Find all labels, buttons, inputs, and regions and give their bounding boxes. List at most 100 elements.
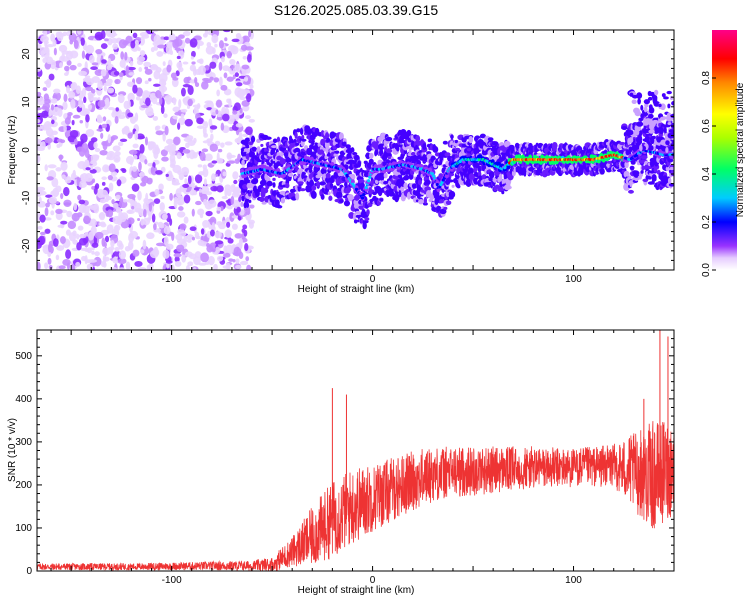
spectral-speckle xyxy=(139,50,146,57)
spectral-speckle xyxy=(127,99,131,109)
spectral-halo xyxy=(339,199,344,203)
spectral-halo xyxy=(667,132,674,139)
spectral-speckle xyxy=(154,144,160,154)
spectral-speckle xyxy=(185,264,191,270)
y-tick-label: 400 xyxy=(15,394,32,405)
spectral-speckle xyxy=(97,80,103,91)
spectral-halo xyxy=(348,211,355,219)
spectral-speckle xyxy=(165,44,173,55)
spectral-speckle xyxy=(171,182,181,186)
spectral-speckle xyxy=(138,67,143,72)
spectral-halo xyxy=(318,149,325,155)
spectral-speckle xyxy=(140,249,145,254)
spectral-speckle xyxy=(154,188,160,196)
x-tick-label: 0 xyxy=(370,274,376,285)
spectral-speckle xyxy=(192,267,197,270)
spectral-speckle xyxy=(155,170,163,175)
spectral-speckle xyxy=(80,255,87,262)
spectral-speckle xyxy=(222,220,227,224)
spectral-speckle xyxy=(104,235,110,243)
spectral-halo xyxy=(619,141,626,146)
spectral-halo xyxy=(454,139,459,144)
spectral-speckle xyxy=(66,60,72,66)
spectral-speckle xyxy=(104,97,110,106)
spectral-speckle xyxy=(144,159,148,165)
spectral-speckle xyxy=(50,210,55,216)
spectral-speckle xyxy=(182,31,191,37)
spectral-speckle xyxy=(37,67,42,72)
spectral-speckle xyxy=(196,117,204,125)
spectral-speckle xyxy=(46,44,55,48)
spectral-speckle xyxy=(84,159,90,167)
spectral-halo xyxy=(241,159,245,166)
spectral-halo xyxy=(450,134,454,140)
spectral-speckle xyxy=(189,226,197,232)
spectral-speckle xyxy=(159,223,165,229)
spectral-speckle xyxy=(240,44,248,51)
spectral-speckle xyxy=(238,196,242,203)
spectral-speckle xyxy=(94,147,101,153)
spectral-ridge-edge xyxy=(276,167,281,173)
spectral-speckle xyxy=(63,199,72,207)
spectral-halo xyxy=(503,140,511,148)
colorbar-gradient xyxy=(712,30,737,270)
spectral-ridge-edge xyxy=(309,156,314,162)
spectral-halo xyxy=(297,181,304,185)
spectral-speckle xyxy=(241,228,246,234)
spectral-speckle xyxy=(216,89,221,97)
spectral-halo xyxy=(342,141,347,147)
spectral-speckle xyxy=(163,236,169,246)
spectral-speckle xyxy=(158,96,163,105)
spectral-speckle xyxy=(131,183,140,192)
spectral-halo xyxy=(647,145,654,151)
spectral-speckle xyxy=(118,267,125,270)
spectral-speckle xyxy=(177,170,182,176)
spectral-speckle xyxy=(213,186,218,192)
spectral-halo xyxy=(368,158,374,164)
spectral-speckle xyxy=(183,194,191,204)
spectral-speckle xyxy=(202,219,210,228)
spectral-speckle xyxy=(98,211,106,221)
spectral-speckle xyxy=(186,239,192,243)
spectral-speckle xyxy=(245,256,250,262)
spectral-speckle xyxy=(66,85,71,94)
spectral-speckle xyxy=(91,185,95,190)
spectral-speckle xyxy=(103,241,107,248)
spectral-speckle xyxy=(182,83,191,88)
y-tick-label: -10 xyxy=(21,190,32,205)
spectral-speckle xyxy=(231,38,240,43)
spectral-halo xyxy=(624,161,629,169)
spectral-halo xyxy=(631,144,638,152)
spectral-speckle xyxy=(118,72,124,78)
spectral-speckle xyxy=(231,215,240,219)
spectral-speckle xyxy=(158,183,164,191)
spectral-halo xyxy=(272,182,276,188)
spectral-speckle xyxy=(115,194,121,200)
spectral-speckle xyxy=(55,167,62,172)
spectral-halo xyxy=(652,119,659,124)
spectral-speckle xyxy=(53,88,61,94)
spectral-speckle xyxy=(171,143,177,152)
spectral-speckle xyxy=(195,200,202,206)
spectral-speckle xyxy=(60,161,68,171)
spectral-halo xyxy=(599,168,605,175)
spectral-speckle xyxy=(111,266,117,270)
spectral-speckle xyxy=(103,85,107,92)
colorbar-tick-label: 0.8 xyxy=(701,71,712,85)
spectral-speckle xyxy=(45,43,49,54)
spectral-speckle xyxy=(170,158,176,167)
spectral-speckle xyxy=(95,183,100,190)
spectral-speckle xyxy=(149,250,159,259)
spectral-speckle xyxy=(155,130,164,136)
spectral-speckle xyxy=(163,36,170,41)
spectral-speckle xyxy=(128,149,138,155)
spectral-speckle xyxy=(160,149,168,157)
spectral-speckle xyxy=(67,220,77,230)
spectral-speckle xyxy=(178,34,185,39)
spectral-speckle xyxy=(187,85,194,96)
spectral-speckle xyxy=(165,173,169,177)
spectral-speckle xyxy=(172,106,181,113)
spectral-speckle xyxy=(126,199,135,203)
spectral-halo xyxy=(465,179,472,187)
spectral-speckle xyxy=(76,30,82,35)
